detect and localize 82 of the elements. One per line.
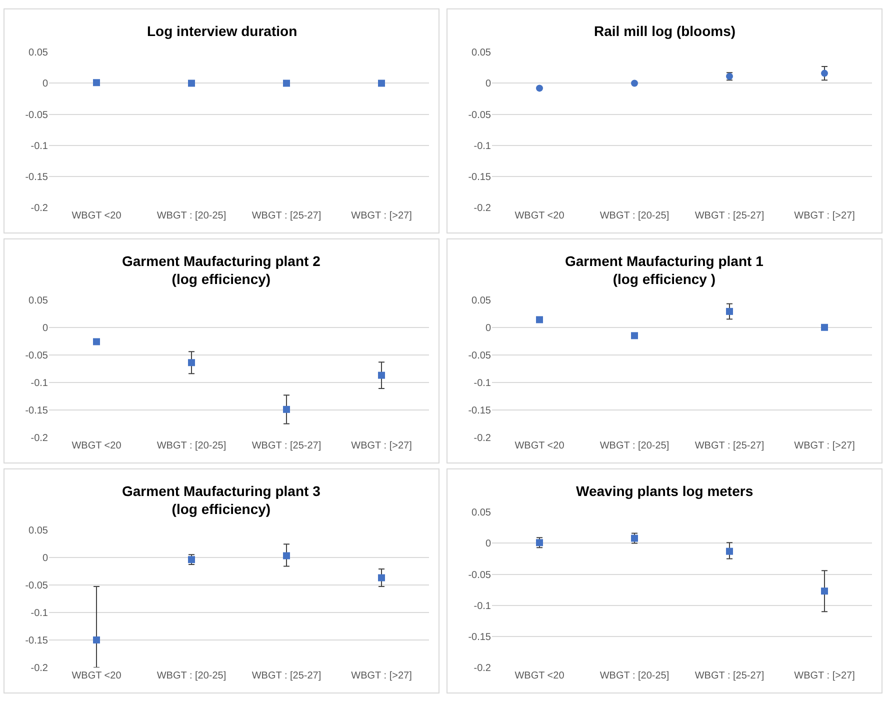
y-tick-label: -0.2	[30, 432, 48, 444]
point	[726, 308, 733, 315]
x-tick-label: WBGT : [20-25]	[600, 440, 670, 452]
y-tick-label: 0.05	[472, 295, 492, 306]
x-tick-label: WBGT : [25-27]	[694, 670, 764, 682]
x-tick-label: WBGT : [>27]	[794, 670, 856, 682]
y-tick-label: 0.05	[28, 295, 48, 306]
y-tick-label: -0.05	[25, 580, 48, 592]
point	[821, 70, 828, 77]
x-tick-label: WBGT : [>27]	[794, 440, 856, 452]
point	[631, 332, 638, 340]
y-tick-label: -0.1	[474, 140, 492, 152]
x-tick-label: WBGT : [25-27]	[252, 670, 322, 682]
y-tick-label: 0	[485, 78, 492, 90]
y-tick-label: -0.05	[468, 570, 492, 581]
x-tick-label: WBGT : [>27]	[351, 210, 412, 222]
x-tick-label: WBGT : [>27]	[794, 210, 856, 222]
y-tick-label: -0.15	[25, 172, 48, 183]
y-tick-label: 0	[42, 552, 48, 564]
y-tick-label: 0	[42, 322, 48, 334]
y-tick-label: 0.05	[28, 48, 48, 59]
y-tick-label: -0.1	[474, 378, 492, 389]
y-tick-label: -0.05	[468, 110, 492, 121]
point	[821, 324, 828, 331]
point	[536, 316, 543, 324]
x-tick-label: WBGT : [20-25]	[156, 670, 226, 682]
y-tick-label: 0	[485, 322, 492, 334]
point	[283, 406, 290, 413]
x-tick-label: WBGT : [>27]	[351, 670, 412, 682]
y-tick-label: -0.05	[468, 350, 492, 362]
y-tick-label: -0.2	[474, 662, 492, 674]
point	[283, 552, 290, 560]
x-tick-label: WBGT <20	[72, 670, 122, 682]
y-tick-label: 0.05	[472, 508, 492, 519]
y-tick-label: -0.15	[25, 405, 48, 416]
point	[93, 636, 100, 644]
y-tick-label: 0	[42, 78, 48, 90]
y-tick-label: -0.2	[30, 202, 48, 214]
y-tick-label: -0.1	[30, 378, 48, 389]
y-tick-label: -0.1	[30, 608, 48, 619]
x-tick-label: WBGT <20	[514, 670, 565, 682]
x-tick-label: WBGT <20	[514, 210, 565, 222]
y-tick-label: -0.15	[468, 632, 492, 643]
y-tick-label: -0.2	[474, 202, 492, 214]
point	[93, 338, 100, 346]
point	[631, 80, 638, 87]
x-tick-label: WBGT : [20-25]	[156, 440, 226, 452]
y-tick-label: 0.05	[28, 525, 48, 536]
chart-title: Weaving plants log meters	[576, 483, 754, 499]
y-tick-label: -0.15	[468, 405, 492, 416]
y-tick-label: -0.15	[468, 172, 492, 183]
y-tick-label: -0.05	[25, 350, 48, 362]
y-tick-label: -0.15	[25, 635, 48, 646]
chart-title: Garment Maufacturing plant 3 (log efficiency)	[122, 483, 321, 518]
x-tick-label: WBGT : [20-25]	[600, 210, 670, 222]
point	[726, 548, 733, 555]
x-tick-label: WBGT : [>27]	[351, 440, 412, 452]
x-tick-label: WBGT : [25-27]	[694, 210, 764, 222]
x-tick-label: WBGT : [25-27]	[694, 440, 764, 452]
x-tick-label: WBGT <20	[72, 440, 122, 452]
x-tick-label: WBGT : [20-25]	[600, 670, 670, 682]
y-tick-label: 0.05	[472, 48, 492, 59]
chart-title: Garment Maufacturing plant 2 (log efficiency)	[122, 253, 321, 288]
y-tick-label: -0.1	[30, 140, 48, 152]
point	[378, 372, 385, 379]
y-tick-label: 0	[485, 538, 492, 550]
point	[378, 574, 385, 582]
x-tick-label: WBGT <20	[72, 210, 122, 222]
point	[536, 84, 543, 92]
x-tick-label: WBGT : [25-27]	[252, 440, 322, 452]
chart-title: Rail mill log (blooms)	[594, 23, 736, 39]
point	[188, 359, 195, 366]
x-tick-label: WBGT : [25-27]	[252, 210, 322, 222]
point	[821, 588, 828, 595]
chart-title: Log interview duration	[147, 23, 298, 39]
y-tick-label: -0.1	[474, 600, 492, 612]
chart-title: Garment Maufacturing plant 1 (log efficiency )	[565, 253, 764, 288]
x-tick-label: WBGT : [20-25]	[156, 210, 226, 222]
y-tick-label: -0.05	[25, 110, 48, 121]
y-tick-label: -0.2	[474, 432, 492, 444]
y-tick-label: -0.2	[30, 662, 48, 674]
x-tick-label: WBGT <20	[514, 440, 565, 452]
